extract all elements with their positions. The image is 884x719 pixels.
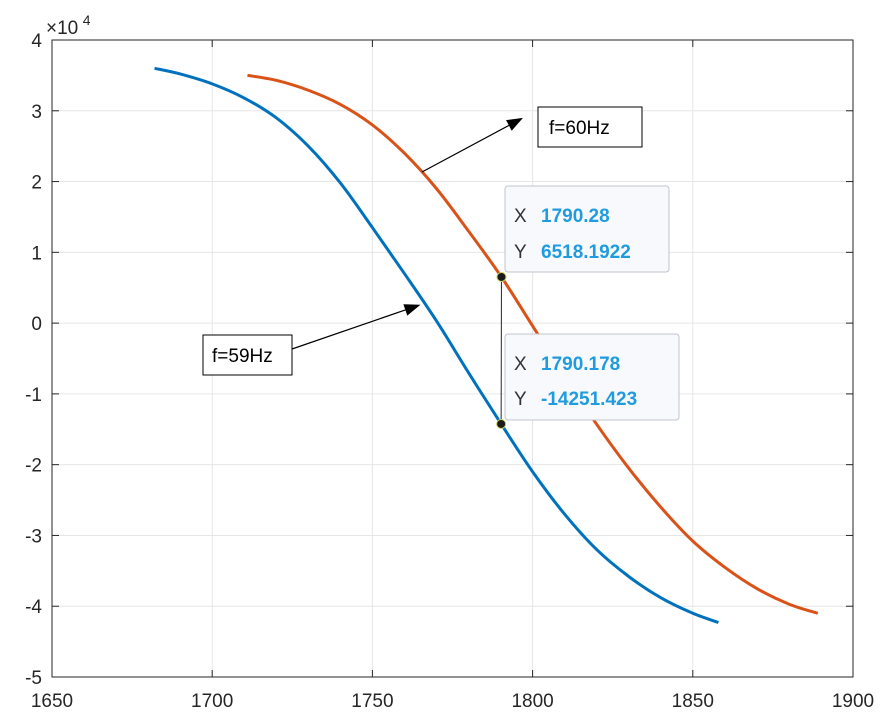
tick-labels: 1650 1700 1750 1800 1850 1900 -5 -4 -3 -2 -1 0 1 2 3 4: [25, 31, 874, 712]
annotation-f59-label: f=59Hz: [212, 346, 273, 367]
y-exponent-base: ×10: [46, 18, 78, 39]
datatip-upper-y-value: 6518.1922: [541, 242, 631, 263]
y-tick-label: 3: [31, 102, 42, 123]
y-tick-label: -4: [25, 597, 42, 618]
y-tick-label: 4: [31, 31, 42, 52]
annotation-f60-arrow: [421, 124, 510, 173]
datatip-lower[interactable]: X 1790.178 Y -14251.423: [496, 333, 680, 429]
annotation-f59-arrowhead: [403, 304, 421, 316]
x-tick-label: 1800: [511, 691, 553, 712]
series-line-1: [247, 73, 819, 615]
y-tick-label: -1: [25, 385, 42, 406]
x-tick-label: 1750: [351, 691, 393, 712]
x-tick-label: 1850: [672, 691, 714, 712]
x-tick-label: 1650: [31, 691, 73, 712]
series-line-0: [154, 66, 719, 624]
datatip-upper-y-key: Y: [514, 242, 527, 263]
y-exponent-power: 4: [83, 12, 91, 28]
y-tick-label: 0: [31, 314, 42, 335]
y-tick-label: -2: [25, 456, 42, 477]
annotation-f60-label: f=60Hz: [549, 118, 610, 139]
datatip-upper-x-key: X: [514, 206, 527, 227]
datatip-upper-marker[interactable]: [496, 271, 507, 282]
y-tick-label: -3: [25, 526, 42, 547]
datatip-lower-y-value: -14251.423: [541, 389, 637, 410]
datatip-upper-box: [504, 185, 670, 273]
datatip-lower-box: [504, 333, 680, 421]
annotation-f59[interactable]: f=59Hz: [202, 304, 421, 376]
x-tick-label: 1700: [191, 691, 233, 712]
y-tick-label: 1: [31, 243, 42, 264]
axes-box: [51, 39, 854, 678]
datatip-upper-x-value: 1790.28: [541, 206, 610, 227]
datatip-lower-y-key: Y: [514, 389, 527, 410]
annotation-f60-box: [537, 106, 643, 148]
y-tick-label: 2: [31, 173, 42, 194]
annotation-f60[interactable]: f=60Hz: [421, 106, 643, 173]
datatip-lower-x-value: 1790.178: [541, 354, 620, 375]
y-exponent-label: ×10 4: [46, 12, 91, 39]
annotation-f59-box: [202, 334, 293, 376]
x-tick-label: 1900: [832, 691, 874, 712]
annotation-f60-arrowhead: [506, 117, 523, 131]
datatip-lower-x-key: X: [514, 354, 527, 375]
y-tick-label: -5: [25, 668, 42, 689]
annotation-f59-arrow: [291, 309, 406, 350]
series-lines: [154, 66, 819, 624]
datatip-lower-marker[interactable]: [496, 418, 507, 429]
datatip-upper[interactable]: X 1790.28 Y 6518.1922: [496, 185, 670, 282]
